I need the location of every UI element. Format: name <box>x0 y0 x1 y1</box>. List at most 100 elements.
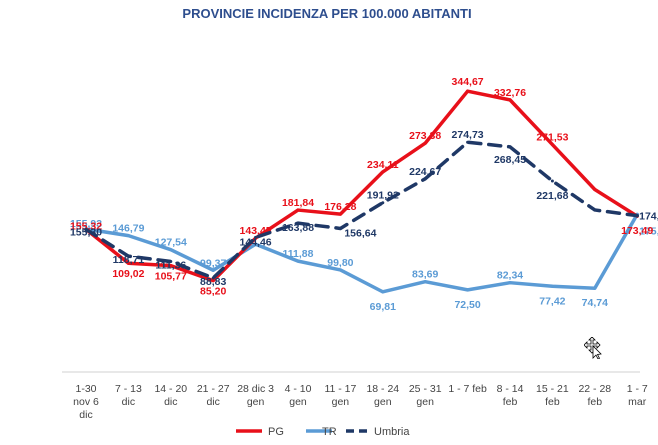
series-tr: 155,93 146,79 127,54 99,37 111,88 99,80 69,81 8… <box>70 212 658 313</box>
data-point <box>466 89 470 93</box>
data-label: 155,30 <box>70 226 102 238</box>
data-label: 224,67 <box>409 166 441 178</box>
data-point <box>381 170 385 174</box>
x-tick-label: 25 - 31 gen <box>409 383 442 408</box>
data-point <box>550 143 554 147</box>
x-tick-label: 1 - 7 feb <box>448 383 487 395</box>
x-tick-label: 7 - 13 dic <box>115 383 142 408</box>
x-tick-label: 8 - 14 feb <box>497 383 524 408</box>
data-label: 174,10 <box>639 211 658 223</box>
data-label: 127,54 <box>155 237 187 249</box>
data-label: 144,46 <box>240 236 272 248</box>
data-point <box>593 286 597 290</box>
data-label: 155,32 <box>70 220 102 232</box>
data-point <box>169 260 173 264</box>
x-tick-label: 18 - 24 gen <box>366 383 399 408</box>
data-point <box>508 145 512 149</box>
data-point <box>211 276 215 280</box>
data-label: 191,92 <box>367 190 399 202</box>
data-label: 118,71 <box>113 254 145 266</box>
data-label: 163,88 <box>282 222 314 234</box>
data-point <box>381 290 385 294</box>
data-point <box>508 281 512 285</box>
data-label: 74,74 <box>582 297 608 309</box>
data-label: 332,76 <box>494 87 526 99</box>
data-label: 69,81 <box>370 301 396 313</box>
data-label: 155,93 <box>70 218 102 230</box>
data-point <box>126 234 130 238</box>
data-point <box>550 179 554 183</box>
data-label: 274,73 <box>452 129 484 141</box>
data-label: 85,20 <box>200 286 226 298</box>
x-tick-label: 15 - 21 feb <box>536 383 569 408</box>
data-label: 146,79 <box>112 223 144 235</box>
data-label: 111,36 <box>155 260 186 272</box>
move-cursor-icon <box>584 337 602 359</box>
data-point <box>254 235 258 239</box>
data-point <box>466 140 470 144</box>
data-label: 99,37 <box>200 257 226 269</box>
data-label: 173,49 <box>621 225 653 237</box>
data-point <box>423 177 427 181</box>
data-point <box>423 141 427 145</box>
x-tick-label: 21 - 27 dic <box>197 383 230 408</box>
data-label: 88,83 <box>200 276 226 288</box>
data-point <box>593 188 597 191</box>
data-label: 234,11 <box>367 159 399 171</box>
data-label: 105,77 <box>155 271 187 283</box>
data-label: 221,68 <box>536 190 568 202</box>
data-point <box>296 208 300 212</box>
data-point <box>593 208 597 212</box>
data-label: 82,34 <box>497 270 523 282</box>
data-point <box>466 288 470 292</box>
data-label: 99,80 <box>327 257 353 269</box>
x-tick-label: 4 - 10 gen <box>285 383 312 408</box>
series-line-pg <box>84 89 639 283</box>
data-label: 176,28 <box>324 201 356 213</box>
data-label: 181,84 <box>282 197 314 209</box>
data-label: 72,50 <box>454 299 480 311</box>
data-point <box>338 268 342 272</box>
data-point <box>126 254 130 258</box>
legend: PG TR Umbria <box>236 426 410 438</box>
data-point <box>338 226 342 230</box>
data-point <box>211 279 215 283</box>
data-label: 111,88 <box>283 248 314 260</box>
data-label: 344,67 <box>452 76 484 88</box>
x-tick-label: 1 - 7 mar <box>627 383 648 408</box>
data-point <box>296 221 300 225</box>
data-label: 77,42 <box>539 295 565 307</box>
series-line-tr <box>84 212 639 294</box>
data-label: 83,69 <box>412 269 438 281</box>
data-point <box>169 264 173 268</box>
data-point <box>169 248 173 252</box>
data-point <box>211 268 215 272</box>
data-point <box>381 201 385 205</box>
data-point <box>635 214 639 218</box>
data-point <box>338 212 342 216</box>
data-point <box>126 261 130 265</box>
data-point <box>508 98 512 102</box>
x-tick-label: 14 - 20 dic <box>154 383 187 408</box>
series-layer: 155,93 146,79 127,54 99,37 111,88 99,80 69,81 8… <box>70 76 658 313</box>
legend-label: PG <box>268 426 284 438</box>
series-line-umbria <box>84 140 639 280</box>
legend-label: TR <box>322 426 337 438</box>
data-label: 268,45 <box>494 154 526 166</box>
data-point <box>254 242 258 246</box>
x-tick-labels: 1-30 nov 6 dic 7 - 13 dic 14 - 20 dic 21 - 27 di… <box>73 383 648 421</box>
data-label: 156,64 <box>344 227 376 239</box>
legend-label: Umbria <box>374 426 410 438</box>
x-tick-label: 22 - 28 feb <box>578 383 611 408</box>
data-point <box>84 227 88 231</box>
data-point <box>550 284 554 288</box>
x-tick-label: 11 - 17 gen <box>324 383 356 408</box>
data-label: 271,53 <box>536 132 568 144</box>
x-tick-label: 1-30 nov 6 dic <box>73 383 99 421</box>
data-point <box>423 280 427 284</box>
data-point <box>296 259 300 263</box>
x-tick-label: 28 dic 3 gen <box>237 383 274 408</box>
data-label: 175,87 <box>639 225 658 237</box>
